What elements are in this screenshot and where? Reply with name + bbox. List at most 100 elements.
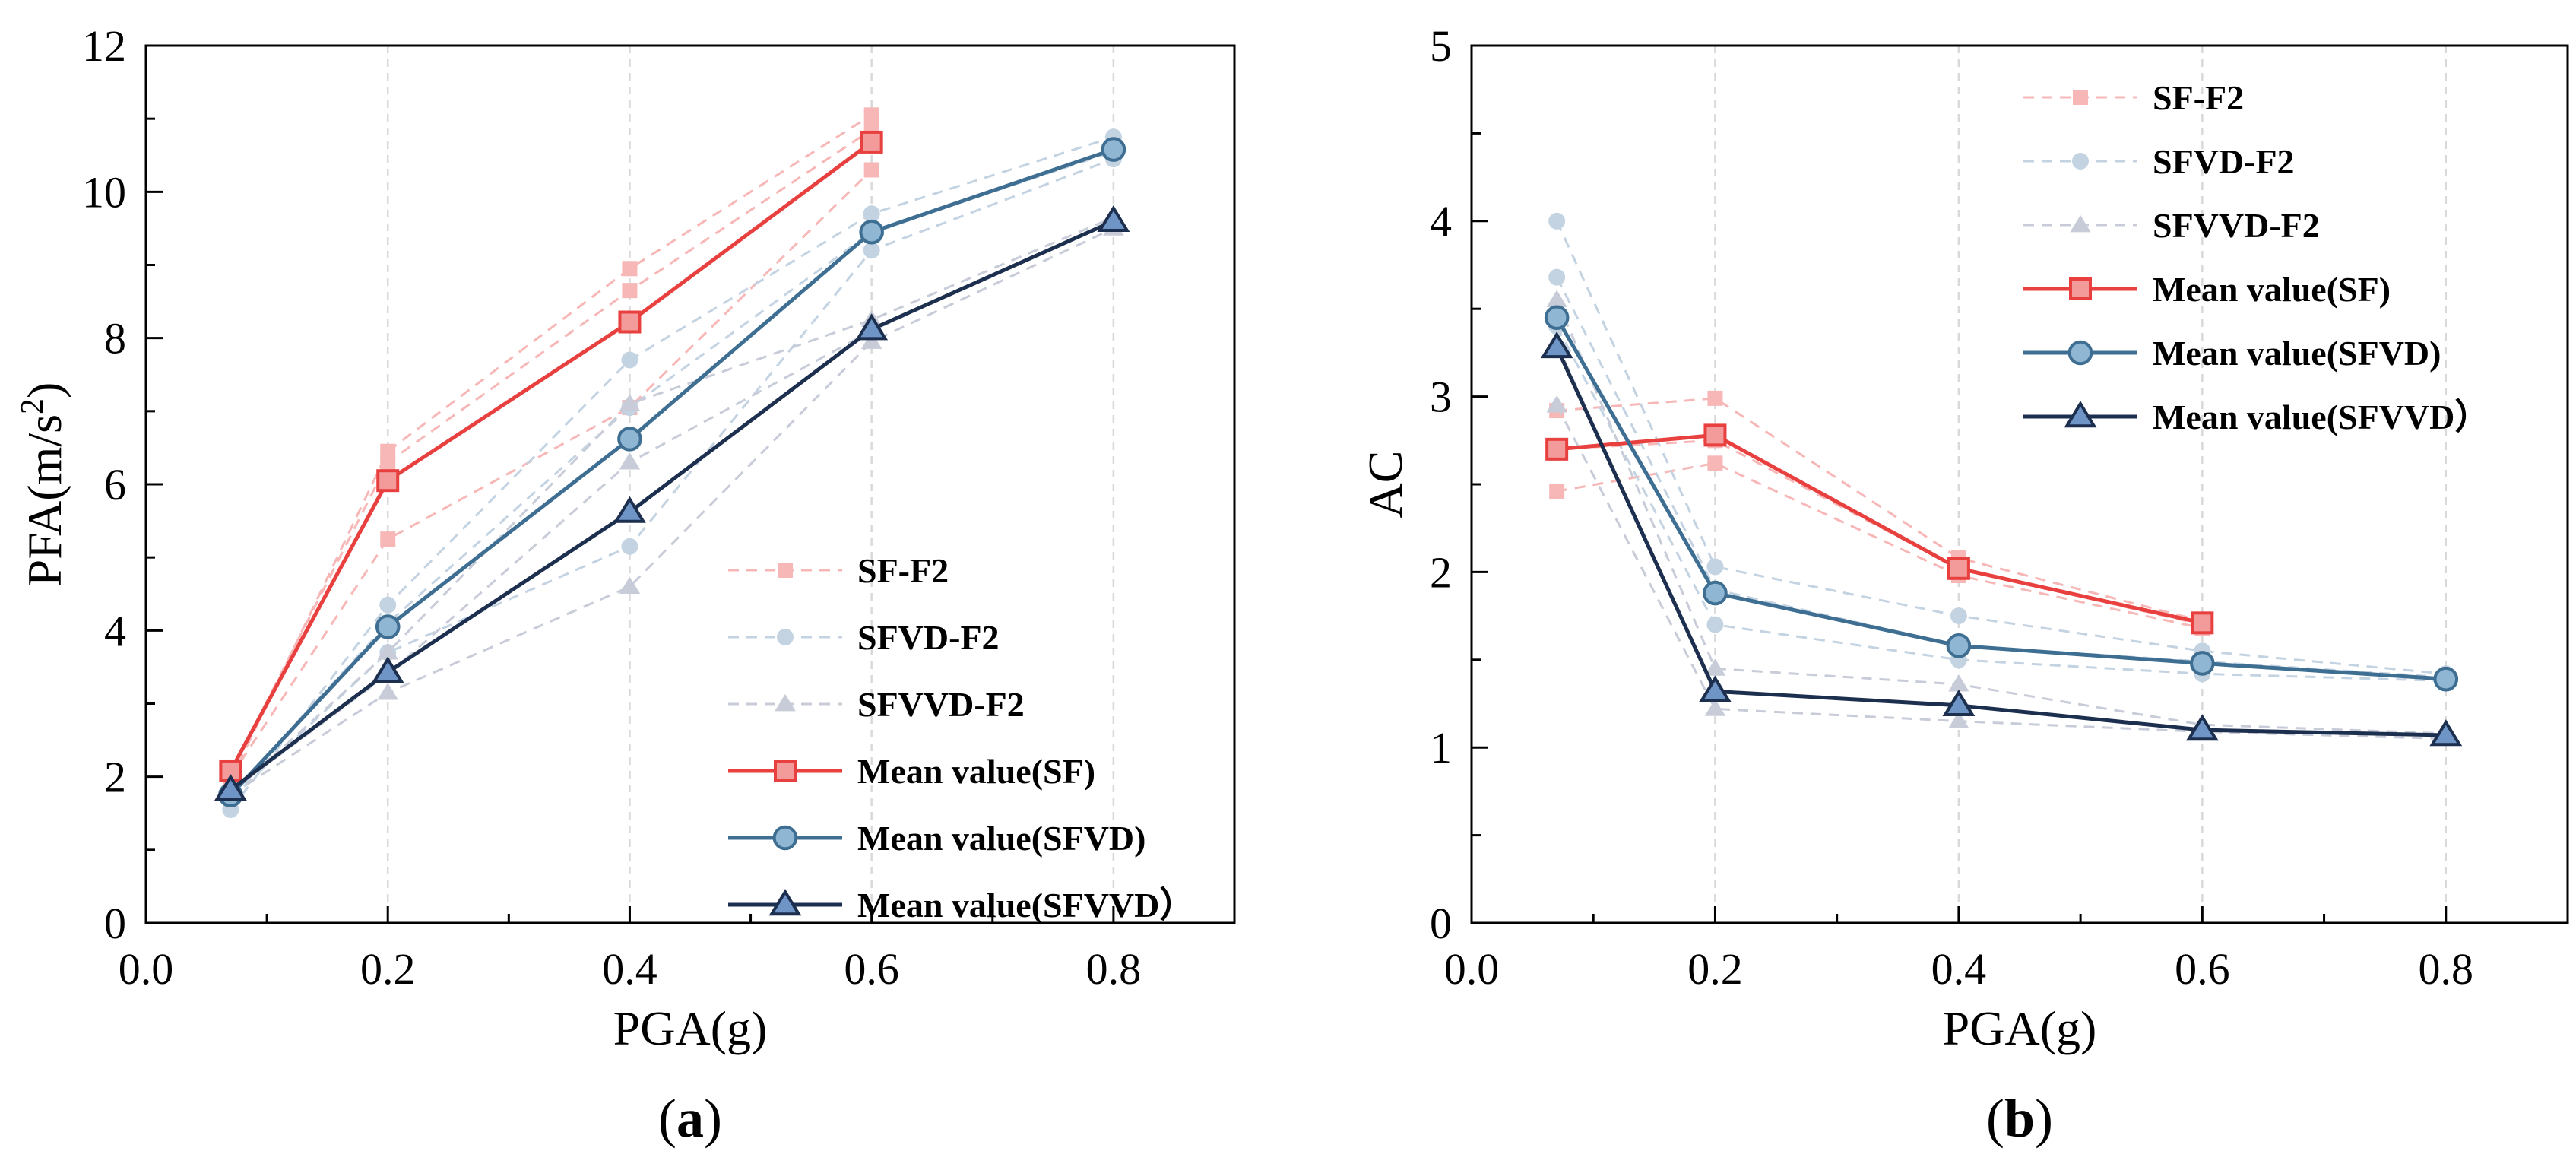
- data-point: [1546, 290, 1567, 308]
- plot-frame: [1470, 44, 2569, 924]
- series-sfvvd-f2: [1546, 395, 2457, 747]
- legend-marker: [777, 629, 794, 645]
- data-point: [1703, 580, 1728, 606]
- series-line: [230, 169, 873, 778]
- data-point: [377, 642, 398, 660]
- panel-label: (a): [658, 1088, 722, 1149]
- series-mean-value-sf-: [1545, 423, 2214, 635]
- legend-entry: SFVVD-F2: [728, 685, 1025, 724]
- y-tick-label: 2: [104, 753, 126, 802]
- series-line: [230, 216, 1114, 796]
- legend-entry: Mean value(SFVD): [2023, 334, 2441, 373]
- legend-marker: [772, 825, 798, 851]
- legend-label: SFVD-F2: [857, 618, 1000, 657]
- y-tick-label: 3: [1430, 373, 1452, 422]
- x-tick-label: 0.0: [119, 944, 174, 994]
- x-tick-label: 0.2: [360, 944, 416, 994]
- legend-marker: [2067, 340, 2093, 366]
- y-tick-label: 1: [1430, 723, 1452, 772]
- legend-marker: [775, 693, 796, 712]
- data-point: [375, 614, 401, 639]
- legend-label: SF-F2: [2153, 78, 2244, 117]
- data-point: [1704, 658, 1726, 676]
- data-point: [863, 162, 879, 178]
- data-point: [860, 130, 883, 154]
- data-point: [1706, 558, 1724, 576]
- series-mean-value-sfvvd-: [214, 205, 1130, 801]
- x-tick-label: 0.0: [1444, 944, 1500, 994]
- y-tick-label: 5: [1430, 21, 1452, 71]
- legend-entry: SFVVD-F2: [2023, 206, 2320, 245]
- panel-label-open: (: [658, 1088, 676, 1149]
- panel-label-close: ): [704, 1088, 722, 1149]
- legend-label: Mean value(SFVVD）: [857, 886, 1194, 924]
- plot-frame: [144, 44, 1236, 924]
- chart-panel-a: 0.0 0.2 0.4 0.6 0.8024681012PGA(g)PFA(m/s2)(…: [15, 21, 1236, 1149]
- panel-label-close: ): [2035, 1088, 2053, 1149]
- series-mean-value-sf-: [219, 130, 883, 782]
- data-point: [377, 682, 398, 700]
- legend-label: Mean value(SFVVD）: [2153, 398, 2489, 436]
- data-point: [1101, 137, 1126, 162]
- legend-label: SFVVD-F2: [2153, 206, 2320, 245]
- data-point: [379, 596, 397, 614]
- panel-label-open: (: [1986, 1088, 2004, 1149]
- legend-marker: [2072, 153, 2089, 170]
- x-tick-label: 0.8: [2419, 944, 2474, 994]
- data-point: [214, 774, 247, 801]
- legend-marker: [778, 563, 793, 578]
- data-point: [376, 469, 400, 493]
- legend-entry: SFVD-F2: [2023, 142, 2295, 181]
- x-axis-title: PGA(g): [613, 1001, 768, 1055]
- data-point: [1950, 607, 1967, 625]
- y-axis-title-base: PFA(m/s: [17, 414, 71, 586]
- series-mean-value-sfvvd-: [1540, 331, 2463, 747]
- panel-label-letter: a: [676, 1088, 704, 1149]
- data-point: [863, 205, 880, 223]
- chart-panel-b: 0.0 0.2 0.4 0.6 0.8 0 1 2 3 4 5 PGA(g) AC (b) SF-F2 SFV…: [1358, 21, 2569, 1149]
- data-point: [855, 313, 889, 341]
- legend-entry: SF-F2: [2023, 78, 2244, 117]
- y-axis-title: AC: [1358, 451, 1412, 518]
- data-point: [1707, 455, 1723, 471]
- data-point: [1545, 437, 1569, 461]
- series-sf-f2: [223, 122, 879, 781]
- legend-marker: [2064, 401, 2097, 428]
- y-tick-label: 12: [82, 21, 126, 71]
- legend-entry: Mean value(SFVVD）: [728, 886, 1194, 924]
- data-point: [863, 242, 880, 259]
- data-point: [1703, 423, 1727, 447]
- x-tick-label: 0.6: [844, 944, 899, 994]
- data-point: [859, 219, 884, 245]
- series-line: [1555, 325, 2446, 682]
- legend-entry: Mean value(SF): [728, 752, 1095, 791]
- legend-label: Mean value(SF): [857, 752, 1095, 791]
- y-tick-label: 8: [104, 314, 126, 363]
- data-point: [2190, 651, 2215, 676]
- x-tick-label: 0.2: [1687, 944, 1743, 994]
- series-line: [229, 140, 873, 772]
- legend-entry: SFVD-F2: [728, 618, 1000, 657]
- legend-label: Mean value(SF): [2153, 270, 2391, 309]
- legend-label: SF-F2: [857, 551, 949, 590]
- data-point: [1548, 268, 1566, 286]
- data-point: [622, 261, 638, 277]
- data-point: [1948, 711, 1969, 728]
- data-point: [1097, 205, 1130, 232]
- data-point: [621, 538, 638, 555]
- data-point: [1706, 616, 1724, 633]
- legend-entry: SF-F2: [728, 551, 949, 590]
- data-point: [1548, 212, 1566, 230]
- series-mean-value-sfvd-: [1544, 305, 2459, 692]
- data-point: [617, 427, 642, 452]
- data-point: [613, 496, 646, 523]
- legend-label: Mean value(SFVD): [857, 819, 1145, 858]
- data-point: [1946, 633, 1972, 658]
- data-point: [1549, 484, 1565, 499]
- series-line: [1555, 404, 2446, 740]
- x-tick-label: 0.4: [1931, 944, 1987, 994]
- data-point: [1544, 305, 1570, 331]
- data-point: [619, 452, 641, 470]
- legend-marker: [768, 889, 802, 916]
